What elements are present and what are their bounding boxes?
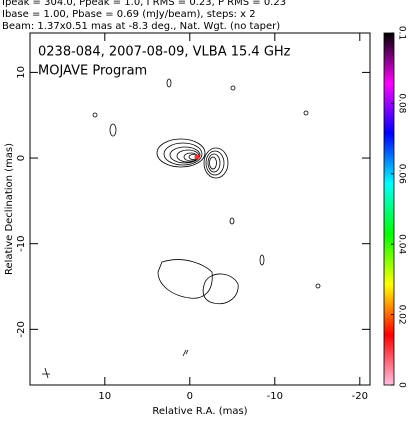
plot-subtitle: MOJAVE Program (38, 64, 147, 79)
plot-title: 0238-084, 2007-08-09, VLBA 15.4 GHz (38, 45, 291, 60)
header-line: Ibase = 1.00, Pbase = 0.69 (mJy/beam), s… (2, 9, 256, 20)
x-tick-label: -10 (267, 391, 283, 402)
contours (42, 78, 321, 379)
colorbar-tick-label: 0.1 (397, 26, 407, 40)
colorbar-tick-label: 0.06 (397, 164, 407, 184)
y-tick-label: 10 (16, 66, 27, 79)
header-line: Ipeak = 304.0, Ppeak = 1.0, I RMS = 0.23… (2, 0, 286, 8)
y-tick-label: 0 (16, 155, 27, 161)
y-tick-label: -20 (16, 321, 27, 337)
colorbar-tick-label: 0.04 (397, 234, 407, 254)
peak-marker (194, 154, 200, 160)
y-axis-label: Relative Declination (mas) (4, 143, 15, 275)
y-tick-label: -10 (16, 236, 27, 252)
header-line: Beam: 1.37x0.51 mas at -8.3 deg., Nat. W… (2, 21, 280, 32)
x-tick-label: 0 (187, 391, 193, 402)
colorbar-tick-label: 0.02 (397, 305, 407, 325)
colorbar-tick-label: 0 (397, 382, 407, 388)
colorbar-tick-label: 0.08 (397, 93, 407, 113)
colorbar (383, 32, 395, 386)
x-tick-label: -20 (352, 391, 368, 402)
x-tick-label: 10 (98, 391, 111, 402)
plot-frame (29, 32, 371, 386)
x-axis-label: Relative R.A. (mas) (152, 406, 247, 417)
